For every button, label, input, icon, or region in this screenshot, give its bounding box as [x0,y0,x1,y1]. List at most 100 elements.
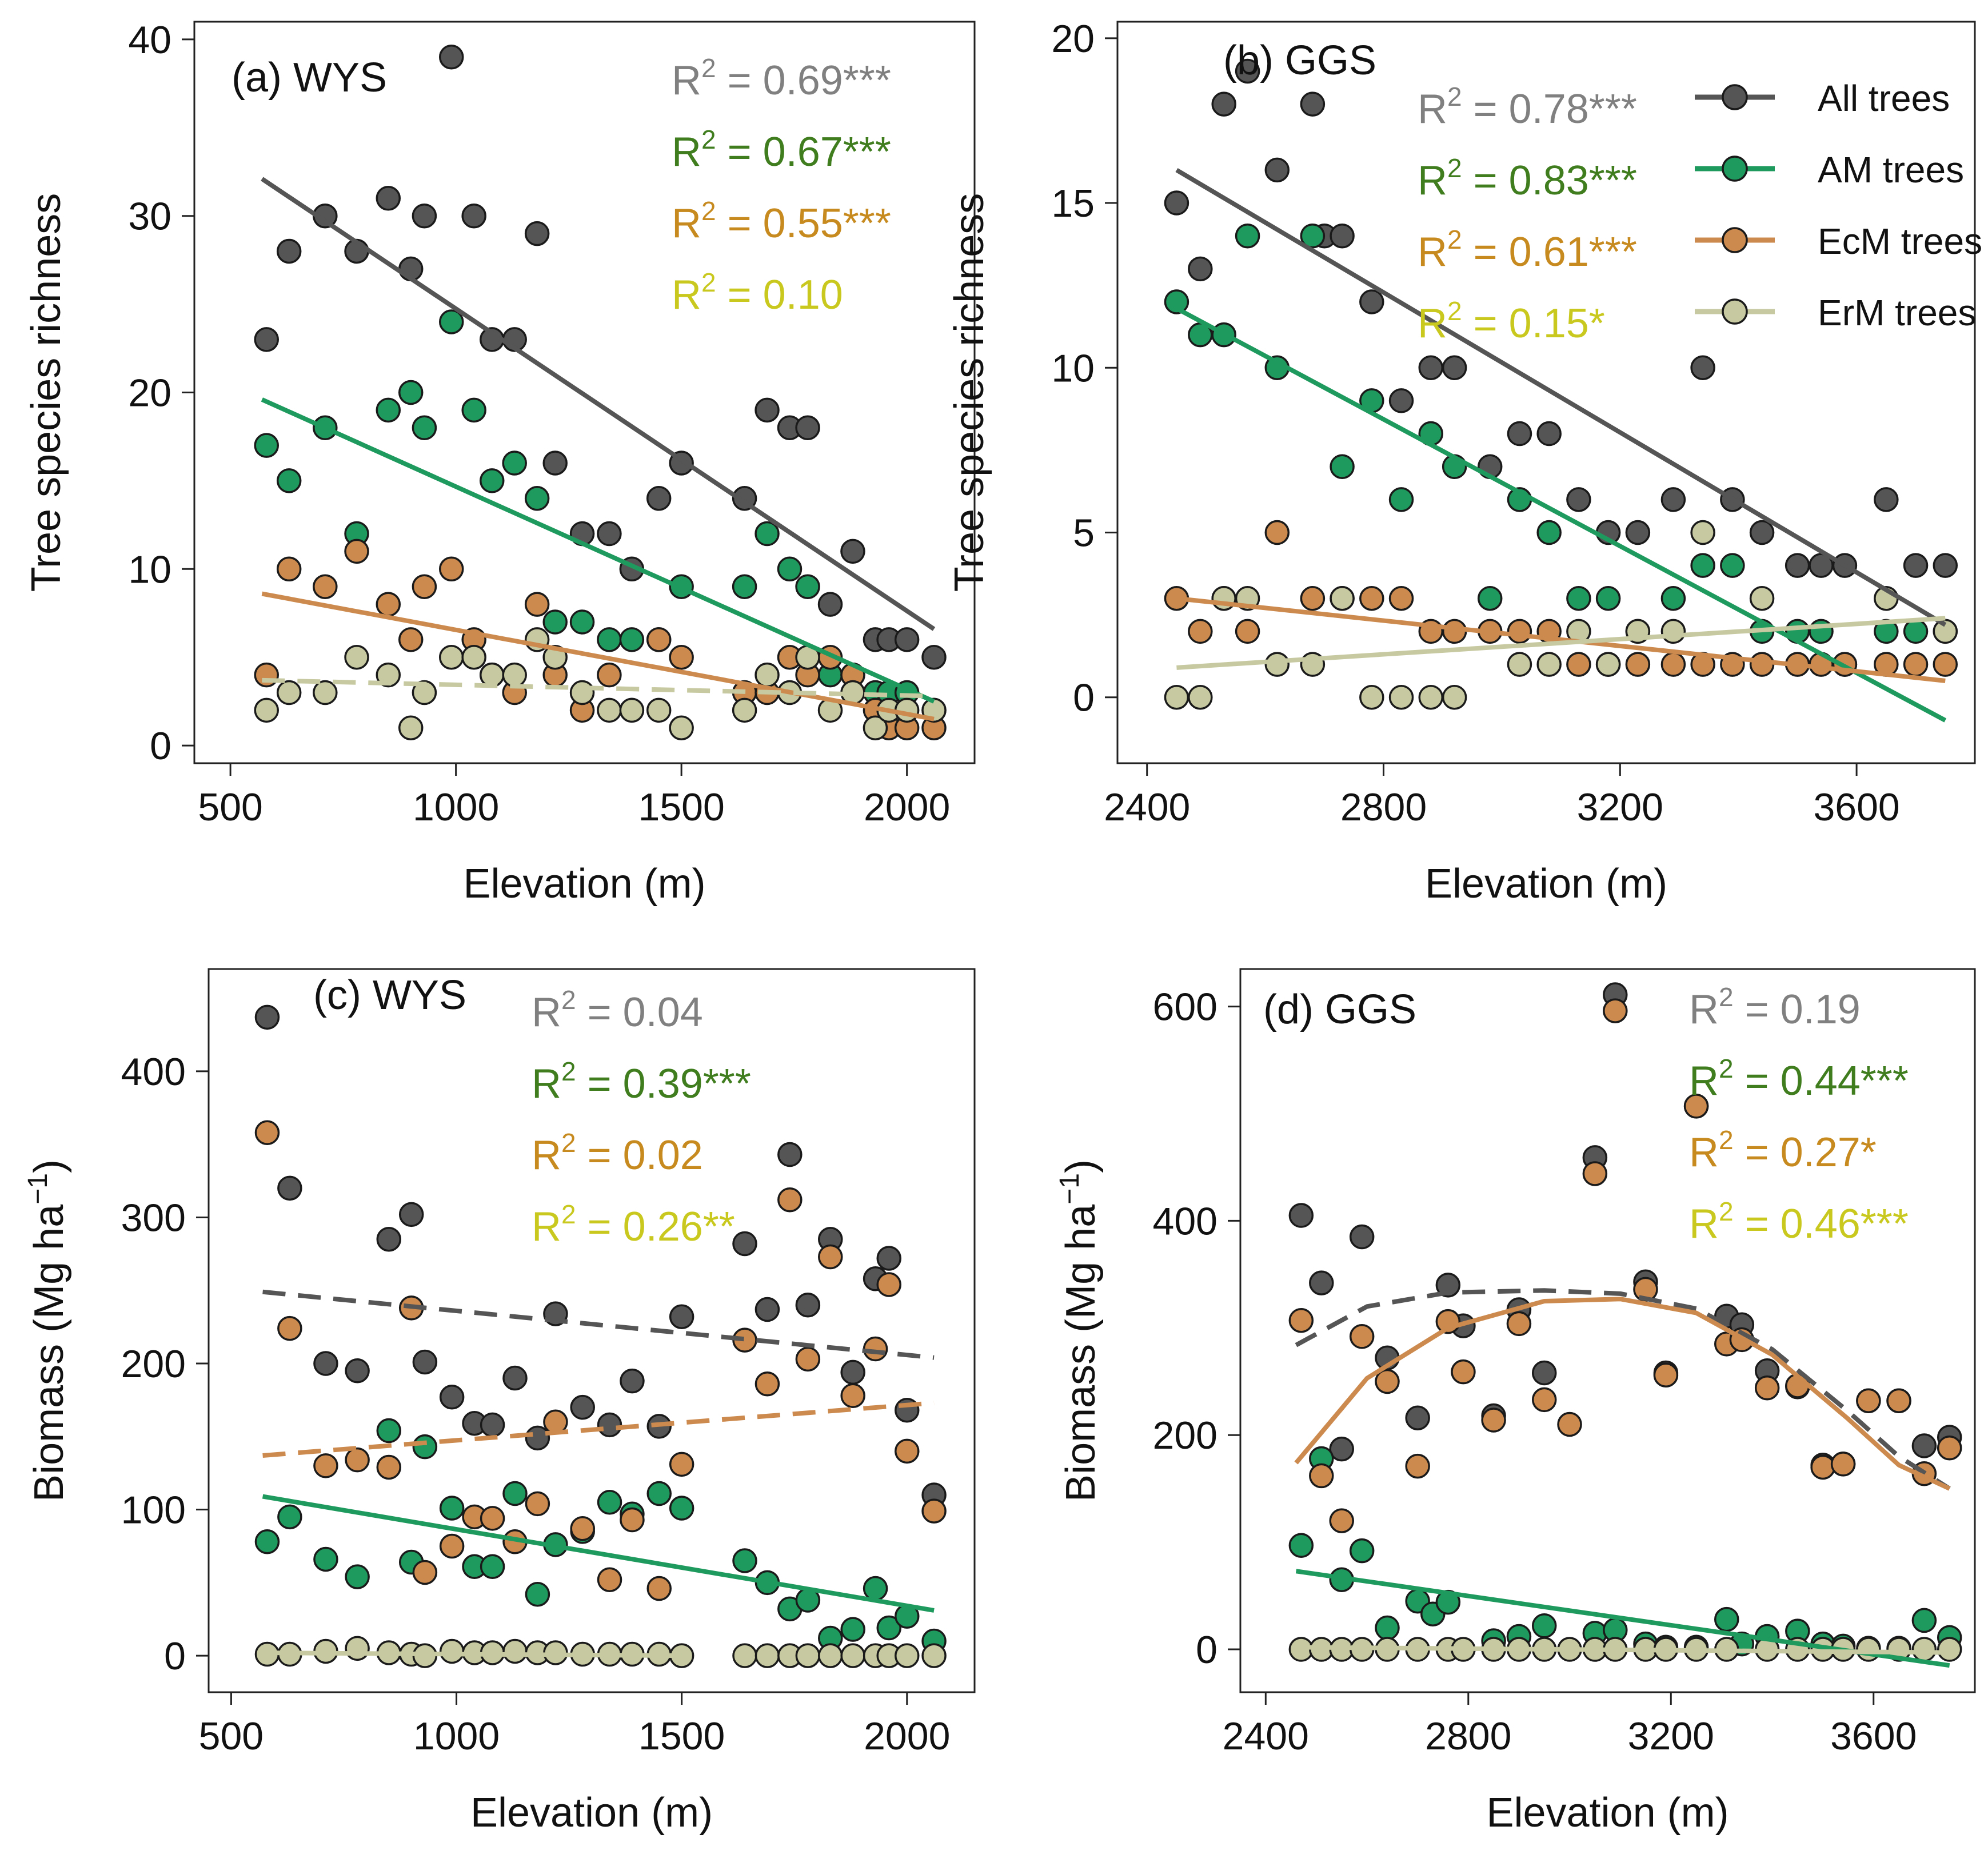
point-all [1288,1203,1314,1228]
point-all [439,1385,465,1410]
point-ecm [818,1244,843,1270]
point-erm [818,1643,843,1668]
point-erm [461,644,486,670]
point-ecm [254,1120,280,1145]
point-erm [795,1643,821,1668]
point-am [1300,223,1326,249]
point-am [1595,586,1621,611]
point-all [502,1365,528,1391]
point-all [1211,91,1236,117]
y-tick-label: 300 [121,1196,186,1239]
point-ecm [1582,1161,1608,1186]
point-erm [345,1636,370,1661]
point-erm [376,662,401,688]
point-all [1235,58,1260,84]
point-ecm [1810,1454,1835,1480]
point-all [1531,1360,1557,1386]
point-am [1235,223,1260,249]
r2-stat-ecm: R2 = 0.27* [1689,1125,1877,1175]
point-ecm [412,574,437,599]
point-erm [1442,684,1467,710]
point-erm [840,1643,865,1668]
point-am [732,1548,757,1573]
point-erm [1660,619,1686,644]
point-all [817,592,843,617]
point-all [894,627,920,652]
y-tick-label: 40 [128,18,171,62]
point-erm [1164,684,1189,710]
panel-c: 500 1000 1500 2000 0 100 200 300 400 Elevation (m… [23,968,976,1836]
point-all [876,1246,901,1271]
r2-stat-erm: R2 = 0.26** [532,1199,735,1250]
point-ecm [1264,520,1290,545]
r2-stat-ecm: R2 = 0.61*** [1418,225,1637,275]
point-am [398,380,424,405]
point-erm [646,697,672,723]
point-am [1720,553,1745,578]
point-am [276,468,302,493]
point-erm [438,644,464,670]
point-ecm [1557,1412,1582,1437]
fit-line-ecm [262,1401,935,1458]
point-ecm [345,1447,370,1473]
point-ecm [1388,586,1414,611]
point-all [254,327,279,352]
x-tick-label: 1000 [413,786,499,829]
point-all [376,1227,402,1252]
point-am [438,309,464,334]
point-ecm [1566,652,1591,677]
plot-frame [1239,968,1976,1693]
panel-title: (a) WYS [231,55,387,101]
point-am [1477,586,1503,611]
point-ecm [1300,586,1326,611]
point-ecm [1937,1435,1962,1461]
point-all [1264,157,1290,183]
point-erm [863,715,888,740]
x-tick-label: 3600 [1813,786,1899,829]
point-all [597,521,622,547]
r2-stat-all: R2 = 0.78*** [1418,82,1637,132]
point-ecm [1481,1408,1506,1433]
plot-frame [207,968,976,1693]
point-ecm [597,662,622,688]
point-am [1330,454,1355,479]
point-ecm [1830,1452,1856,1477]
point-all [1507,421,1532,446]
point-erm [254,697,279,723]
point-all [646,486,672,511]
point-all [1330,223,1355,249]
legend-label-erm: ErM trees [1818,292,1976,333]
point-erm [1418,684,1444,710]
point-all [1405,1405,1430,1430]
point-ecm [1451,1359,1476,1385]
point-ecm [1903,652,1929,677]
fit-line-all [1175,168,1947,627]
legend-label-ecm: EcM trees [1818,221,1982,262]
panel-b: 2400 2800 3200 3600 0 5 10 15 20 Elevation (m) Tre… [947,17,1976,907]
point-ecm [480,1506,505,1531]
point-erm [480,662,505,688]
point-am [732,574,757,599]
point-ecm [438,556,464,582]
y-tick-label: 5 [1073,511,1095,555]
point-am [1911,1608,1937,1633]
point-ecm [1188,619,1213,644]
point-all [276,238,302,264]
point-all [412,1349,438,1375]
x-axis-label: Elevation (m) [1425,861,1667,907]
point-am [480,468,505,493]
fit-line-all [1295,1288,1951,1491]
point-am [502,1481,528,1506]
point-ecm [921,1498,947,1524]
point-ecm [276,556,302,582]
point-am [1388,487,1414,512]
point-am [1375,1615,1400,1641]
point-erm [732,697,757,723]
fit-line-ecm [1294,1297,1951,1491]
point-am [795,574,820,599]
y-tick-label: 10 [128,548,171,591]
point-erm [1911,1637,1937,1662]
point-all [254,1004,280,1030]
point-all [1164,190,1189,216]
